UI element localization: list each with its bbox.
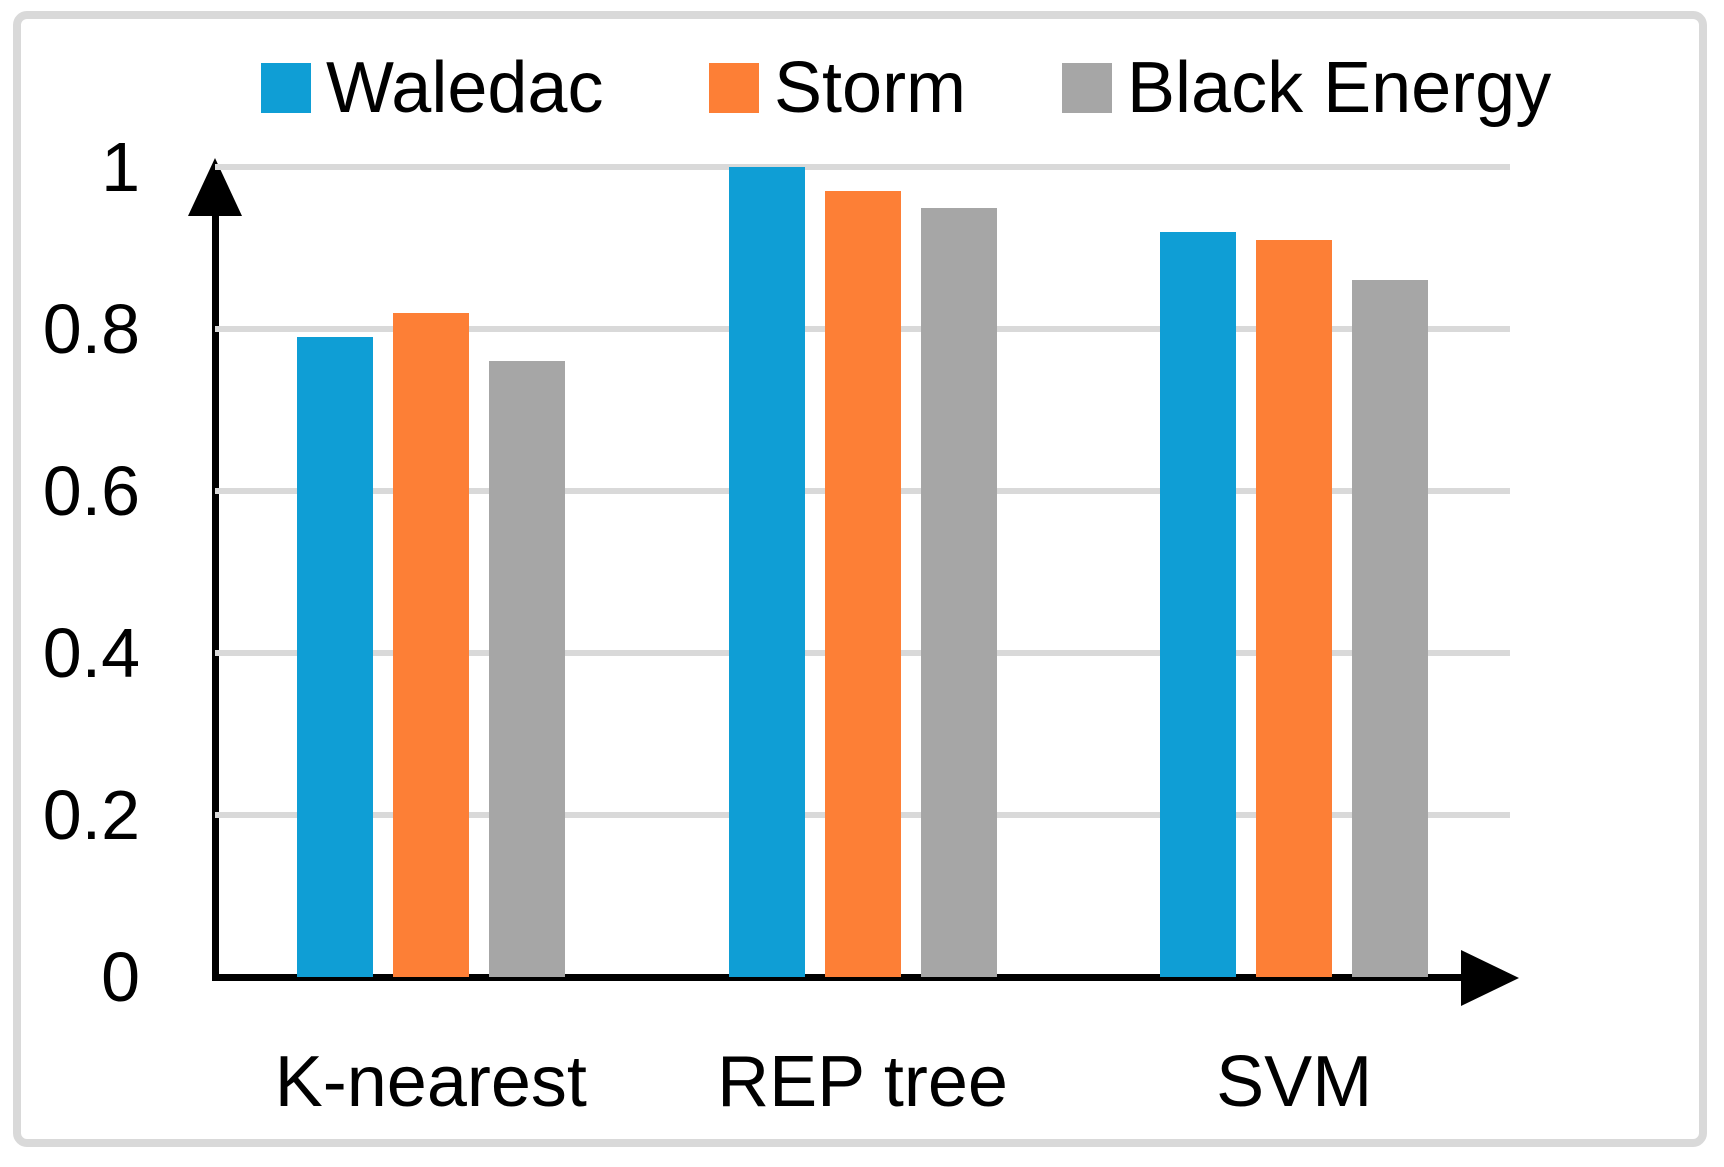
legend-swatch-storm xyxy=(709,63,759,113)
x-category-label: SVM xyxy=(1216,1042,1373,1122)
y-tick-label: 0.2 xyxy=(42,776,140,854)
gridline xyxy=(215,164,1510,170)
bar-waledac-rep-tree xyxy=(728,167,805,977)
legend-label: Storm xyxy=(774,48,967,128)
y-tick-label: 0 xyxy=(101,938,140,1016)
y-tick-label: 0.4 xyxy=(42,614,140,692)
bar-waledac-k-nearest xyxy=(296,337,373,977)
bar-waledac-svm xyxy=(1160,231,1237,977)
bar-storm-k-nearest xyxy=(392,312,469,977)
legend-item-waledac: Waledac xyxy=(261,50,603,126)
x-axis-arrow-icon xyxy=(1461,950,1519,1006)
chart-border-frame xyxy=(13,11,1707,1147)
legend-label: Black Energy xyxy=(1127,48,1552,128)
x-category-label: K-nearest xyxy=(274,1042,587,1122)
legend-swatch-waledac xyxy=(261,63,311,113)
y-tick-label: 0.8 xyxy=(42,290,140,368)
bar-storm-rep-tree xyxy=(824,191,901,977)
y-tick-label: 0.6 xyxy=(42,452,140,530)
legend-item-storm: Storm xyxy=(709,50,966,126)
bar-black-energy-svm xyxy=(1352,280,1429,977)
bar-storm-svm xyxy=(1256,239,1333,977)
x-category-label: REP tree xyxy=(717,1042,1008,1122)
legend-item-black-energy: Black Energy xyxy=(1062,50,1551,126)
x-axis-line xyxy=(212,974,1464,981)
bar-black-energy-k-nearest xyxy=(488,361,565,977)
y-tick-label: 1 xyxy=(101,128,140,206)
y-axis-line xyxy=(212,190,219,981)
legend-swatch-black-energy xyxy=(1062,63,1112,113)
bar-black-energy-rep-tree xyxy=(920,207,997,977)
legend-label: Waledac xyxy=(326,48,604,128)
